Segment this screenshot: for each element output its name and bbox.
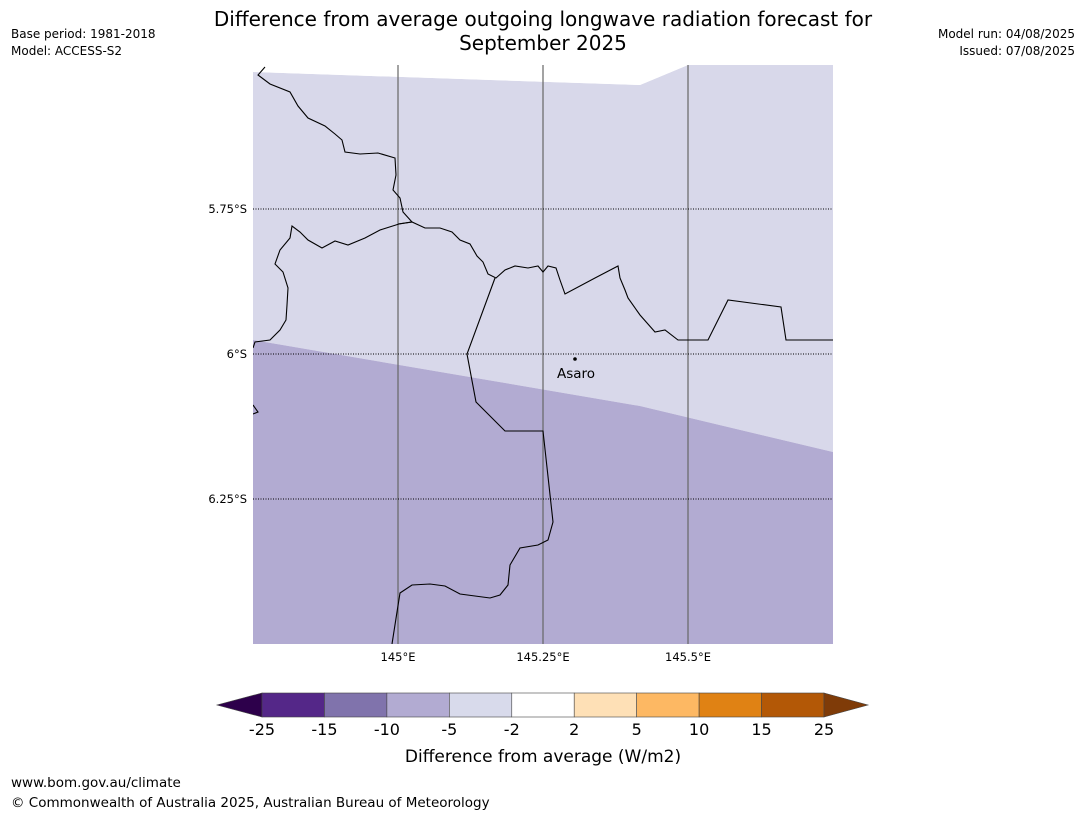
colorbar-tick-label: 10 bbox=[689, 720, 709, 739]
colorbar-extend-low bbox=[215, 692, 263, 718]
lat-tick-6-25: 6.25°S bbox=[208, 492, 247, 506]
colorbar-tick-label: -2 bbox=[504, 720, 520, 739]
colorbar-swatch bbox=[698, 692, 762, 718]
boundary-west-edge bbox=[253, 404, 259, 415]
colorbar-tick-label: -10 bbox=[374, 720, 400, 739]
colorbar-tick-label: -5 bbox=[441, 720, 457, 739]
metadata-right: Model run: 04/08/2025 Issued: 07/08/2025 bbox=[938, 26, 1075, 60]
lat-tick-6: 6°S bbox=[227, 347, 247, 361]
no-data-area-2 bbox=[640, 65, 688, 85]
footer-url[interactable]: www.bom.gov.au/climate bbox=[11, 775, 181, 791]
colorbar-swatch bbox=[261, 692, 325, 718]
lon-tick-145-5: 145.5°E bbox=[665, 650, 711, 664]
colorbar-swatch bbox=[386, 692, 450, 718]
colorbar-tick-label: 25 bbox=[814, 720, 834, 739]
colorbar-swatch bbox=[573, 692, 637, 718]
colorbar-tick-label: -25 bbox=[249, 720, 275, 739]
place-label-asaro: Asaro bbox=[557, 366, 595, 382]
footer-copyright: © Commonwealth of Australia 2025, Austra… bbox=[11, 795, 490, 811]
issued-text: Issued: 07/08/2025 bbox=[959, 44, 1075, 58]
colorbar-swatch bbox=[636, 692, 700, 718]
model-text: Model: ACCESS-S2 bbox=[11, 44, 123, 58]
title-line-1: Difference from average outgoing longwav… bbox=[213, 7, 873, 31]
boundary-central bbox=[397, 221, 833, 341]
lat-tick-5-75: 5.75°S bbox=[208, 202, 247, 216]
colorbar-tick-label: 5 bbox=[632, 720, 642, 739]
colorbar-tick-label: -15 bbox=[311, 720, 337, 739]
colorbar-swatch bbox=[511, 692, 575, 718]
colorbar-swatch bbox=[761, 692, 825, 718]
colorbar-extend-high bbox=[823, 692, 870, 718]
asaro-marker bbox=[573, 357, 577, 361]
model-run-text: Model run: 04/08/2025 bbox=[937, 27, 1075, 41]
base-period-text: Base period: 1981-2018 bbox=[11, 27, 156, 41]
boundary-northwest bbox=[253, 66, 414, 349]
map-title: Difference from average outgoing longwav… bbox=[200, 7, 886, 55]
colorbar-title: Difference from average (W/m2) bbox=[405, 747, 681, 767]
colorbar-swatch bbox=[449, 692, 513, 718]
colorbar-swatch bbox=[324, 692, 388, 718]
metadata-left: Base period: 1981-2018 Model: ACCESS-S2 bbox=[11, 26, 156, 60]
title-line-2: September 2025 bbox=[459, 31, 627, 55]
colorbar-tick-label: 15 bbox=[751, 720, 771, 739]
lon-tick-145: 145°E bbox=[381, 650, 416, 664]
colorbar-tick-label: 2 bbox=[569, 720, 579, 739]
boundary-south bbox=[391, 277, 554, 644]
lon-tick-145-25: 145.25°E bbox=[516, 650, 569, 664]
